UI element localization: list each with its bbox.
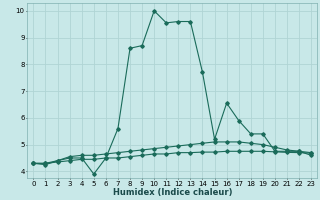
X-axis label: Humidex (Indice chaleur): Humidex (Indice chaleur) xyxy=(113,188,232,197)
